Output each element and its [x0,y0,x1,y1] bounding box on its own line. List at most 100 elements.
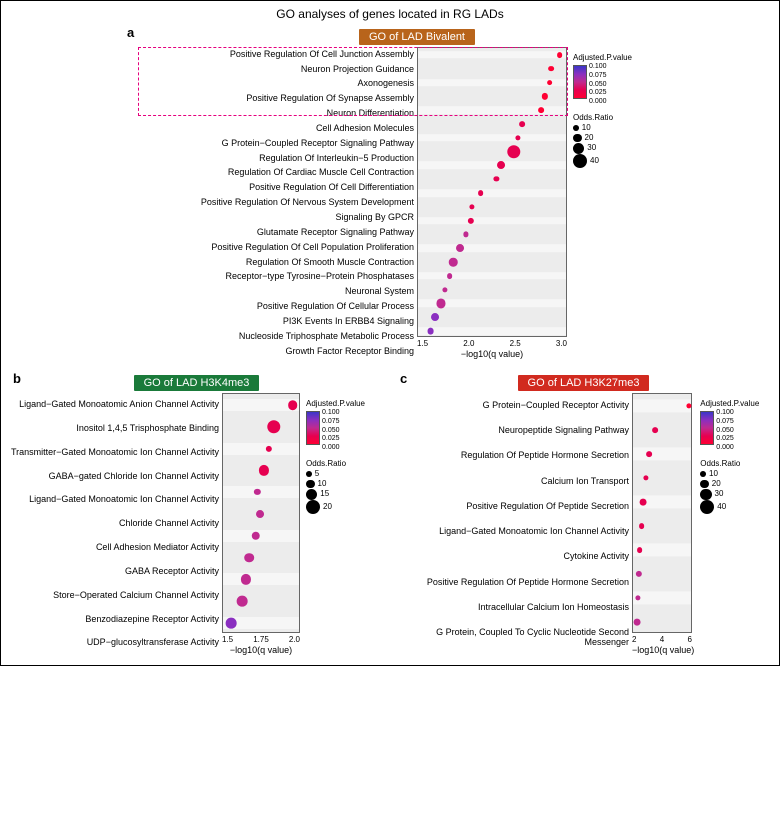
term-label: G Protein, Coupled To Cyclic Nucleotide … [394,628,629,647]
panel-c-labels: G Protein−Coupled Receptor ActivityNeuro… [394,393,632,655]
term-label: Cytokine Activity [394,552,629,561]
term-label: Benzodiazepine Receptor Activity [7,615,219,624]
data-point [494,177,499,182]
legend-odds-dot [700,480,709,489]
term-label: Glutamate Receptor Signaling Pathway [137,228,414,237]
term-label: Signaling By GPCR [137,213,414,222]
x-tick: 3.0 [556,339,567,348]
term-label: Intracellular Calcium Ion Homeostasis [394,603,629,612]
data-point [639,499,646,506]
data-point [226,618,237,629]
x-tick: 2.0 [289,635,300,644]
term-label: Positive Regulation Of Cell Population P… [137,243,414,252]
legend-odds-row: 20 [306,500,365,514]
term-label: Transmitter−Gated Monoatomic Ion Channel… [7,448,219,457]
legend-odds-row: 40 [573,154,632,168]
data-point [637,547,643,553]
data-point [456,244,464,252]
panel-b-chart: Ligand−Gated Monoatomic Anion Channel Ac… [7,393,386,655]
panel-c-xticks: 246 [632,633,692,644]
panel-a-legend: Adjusted.P.value0.1000.0750.0500.0250.00… [567,47,632,359]
legend-odds-row: 40 [700,500,759,514]
term-label: Positive Regulation Of Cell Differentiat… [137,183,414,192]
panel-a-letter: a [127,25,134,40]
term-label: Calcium Ion Transport [394,477,629,486]
data-point [557,52,563,58]
panel-a-labels: Positive Regulation Of Cell Junction Ass… [137,47,417,359]
panel-a-xticks: 1.52.02.53.0 [417,337,567,348]
term-label: Cell Adhesion Mediator Activity [7,543,219,552]
x-tick: 6 [688,635,692,644]
legend-gradient [573,65,587,99]
legend-odds-row: 30 [573,143,632,154]
data-point [547,80,553,86]
panel-c-letter: c [400,371,407,386]
panel-a-chart: Positive Regulation Of Cell Junction Ass… [137,47,697,359]
term-label: Positive Regulation Of Peptide Hormone S… [394,578,629,587]
term-label: Positive Regulation Of Peptide Secretion [394,502,629,511]
data-point [252,532,261,541]
panel-a-xlabel: −log10(q value) [417,348,567,359]
panel-b-legend: Adjusted.P.value0.1000.0750.0500.0250.00… [300,393,365,655]
legend-odds-row: 10 [573,123,632,133]
term-label: Ligand−Gated Monoatomic Ion Channel Acti… [394,527,629,536]
figure-title: GO analyses of genes located in RG LADs [7,5,773,27]
legend-odds-row: 5 [306,469,365,479]
term-label: Regulation Of Cardiac Muscle Cell Contra… [137,168,414,177]
x-tick: 1.75 [253,635,269,644]
term-label: GABA Receptor Activity [7,567,219,576]
data-point [237,596,248,607]
legend-odds-row: 30 [700,489,759,500]
data-point [519,121,525,127]
data-point [244,553,254,563]
panel-b-title: GO of LAD H3K4me3 [134,375,260,391]
panel-c-legend: Adjusted.P.value0.1000.0750.0500.0250.00… [694,393,759,655]
term-label: Ligand−Gated Monoatomic Anion Channel Ac… [7,400,219,409]
data-point [267,420,280,433]
legend-odds-dot [573,125,579,131]
panel-c-title: GO of LAD H3K27me3 [518,375,650,391]
data-point [497,161,505,169]
legend-odds-row: 10 [700,469,759,479]
term-label: G Protein−Coupled Receptor Activity [394,401,629,410]
data-point [646,451,652,457]
term-label: Ligand−Gated Monoatomic Ion Channel Acti… [7,495,219,504]
data-point [652,427,658,433]
term-label: Chloride Channel Activity [7,519,219,528]
data-point [470,204,475,209]
data-point [463,232,468,237]
x-tick: 1.5 [222,635,233,644]
legend-gradient [306,411,320,445]
legend-gradient-labels: 0.1000.0750.0500.0250.000 [322,409,340,453]
term-label: Positive Regulation Of Cellular Process [137,302,414,311]
term-label: Cell Adhesion Molecules [137,124,414,133]
data-point [447,273,453,279]
panel-b-plot [222,393,300,633]
x-tick: 2 [632,635,636,644]
panel-b: b GO of LAD H3K4me3 Ligand−Gated Monoato… [7,373,386,655]
legend-odds-dot [306,500,320,514]
figure-frame: GO analyses of genes located in RG LADs … [0,0,780,666]
data-point [639,523,645,529]
term-label: G Protein−Coupled Receptor Signaling Pat… [137,139,414,148]
legend-pvalue-title: Adjusted.P.value [700,399,759,409]
data-point [507,145,520,158]
legend-odds-dot [573,134,582,143]
term-label: PI3K Events In ERBB4 Signaling [137,317,414,326]
term-label: Neuronal System [137,287,414,296]
legend-odds-dot [700,471,706,477]
term-label: Growth Factor Receptor Binding [137,347,414,356]
x-tick: 1.5 [417,339,428,348]
term-label: Store−Operated Calcium Channel Activity [7,591,219,600]
legend-gradient-labels: 0.1000.0750.0500.0250.000 [589,63,607,107]
panel-a-title: GO of LAD Bivalent [359,29,475,45]
data-point [449,258,458,267]
data-point [633,619,640,626]
legend-gradient [700,411,714,445]
legend-gradient-labels: 0.1000.0750.0500.0250.000 [716,409,734,453]
x-tick: 2.5 [510,339,521,348]
panel-b-letter: b [13,371,21,386]
data-point [636,571,642,577]
term-label: Nucleoside Triphosphate Metabolic Proces… [137,332,414,341]
term-label: Positive Regulation Of Nervous System De… [137,198,414,207]
